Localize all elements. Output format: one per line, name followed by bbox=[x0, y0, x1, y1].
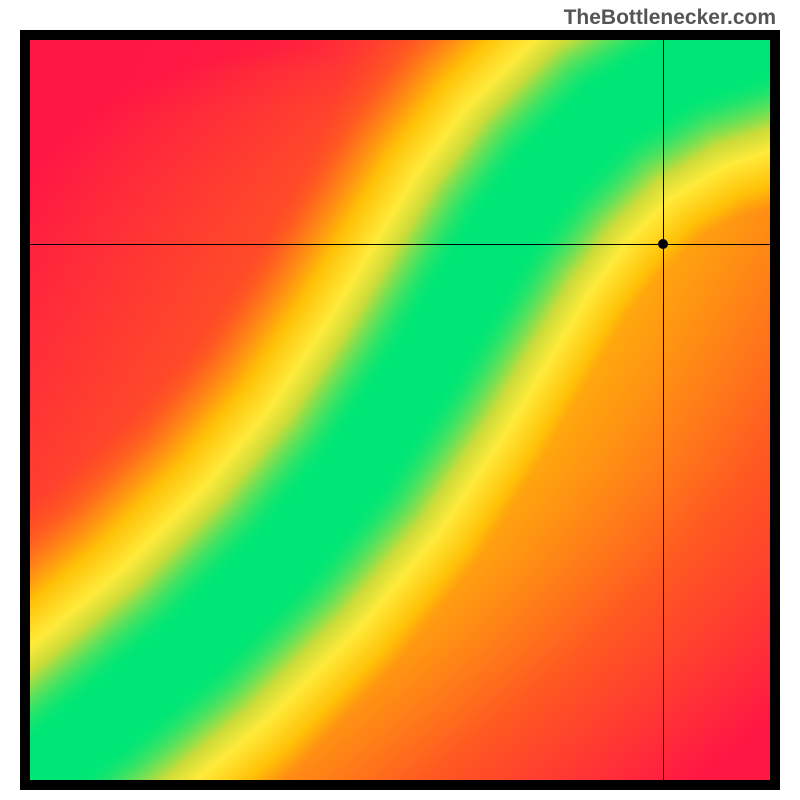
crosshair-vertical bbox=[663, 40, 664, 780]
attribution-text: TheBottlenecker.com bbox=[564, 6, 776, 30]
chart-container: TheBottlenecker.com bbox=[0, 0, 800, 800]
bottleneck-heatmap bbox=[30, 40, 770, 780]
plot-frame bbox=[20, 30, 780, 790]
crosshair-marker bbox=[658, 239, 668, 249]
